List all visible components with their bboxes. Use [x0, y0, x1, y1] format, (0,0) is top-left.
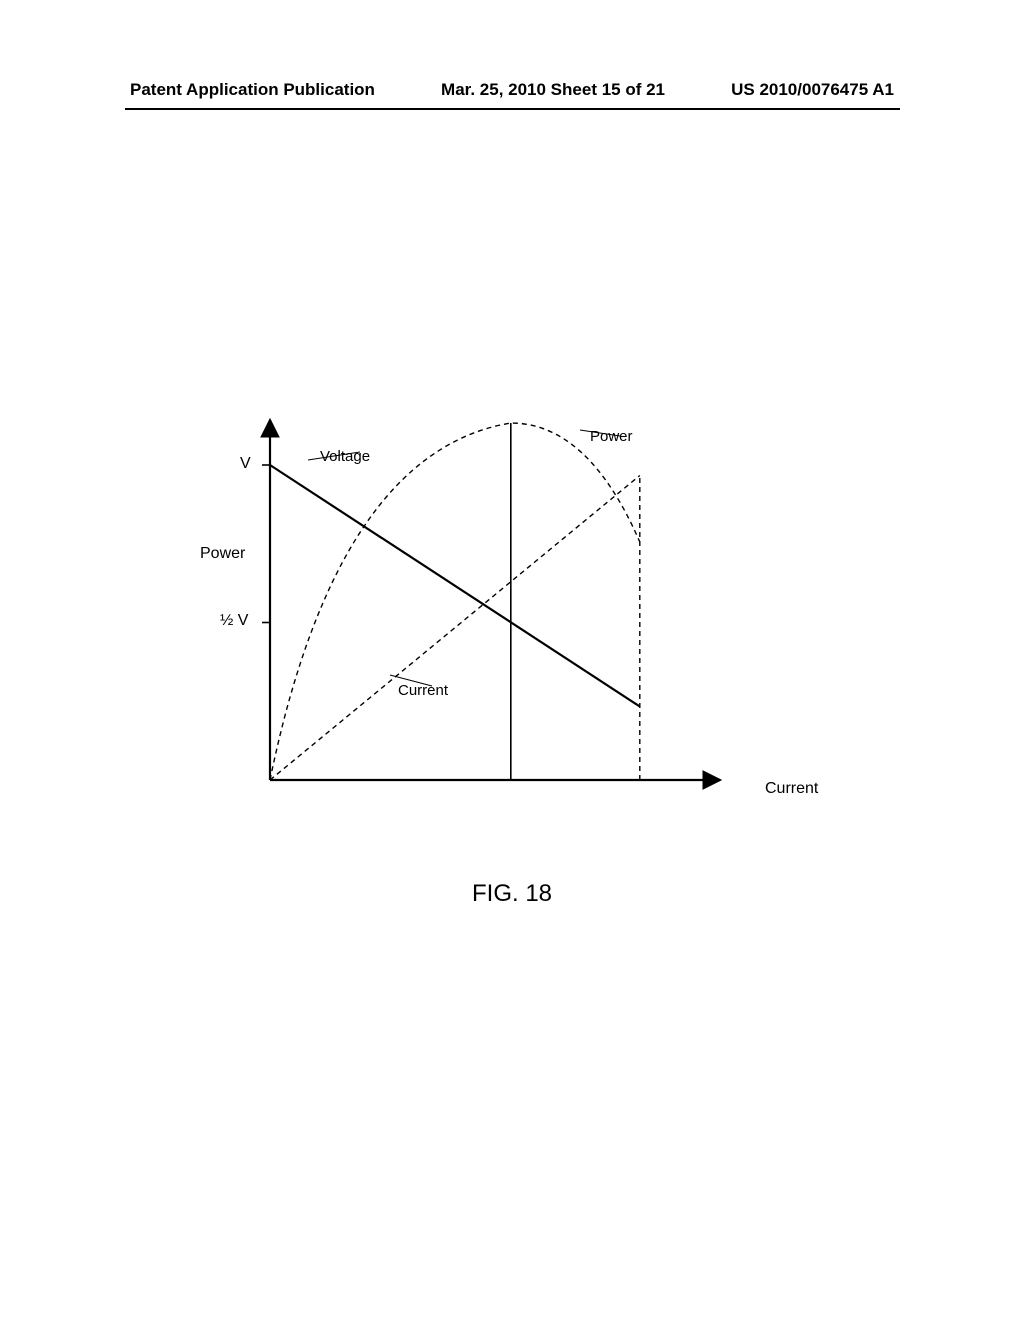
header-center: Mar. 25, 2010 Sheet 15 of 21 — [441, 80, 665, 100]
current-label: Current — [398, 682, 448, 699]
chart-svg — [210, 400, 810, 820]
power-label: Power — [590, 428, 633, 445]
chart-area: V ½ V Power Current Voltage Current Powe… — [210, 400, 810, 820]
figure-title: FIG. 18 — [0, 880, 1024, 908]
y-axis-title: Power — [200, 545, 245, 563]
header-rule — [125, 108, 900, 110]
patent-header: Patent Application Publication Mar. 25, … — [0, 80, 1024, 100]
y-tick-v: V — [240, 455, 251, 473]
header-right: US 2010/0076475 A1 — [731, 80, 894, 100]
x-axis-title: Current — [765, 780, 818, 798]
voltage-label: Voltage — [320, 448, 370, 465]
header-left: Patent Application Publication — [130, 80, 375, 100]
y-tick-half-v: ½ V — [220, 612, 248, 630]
